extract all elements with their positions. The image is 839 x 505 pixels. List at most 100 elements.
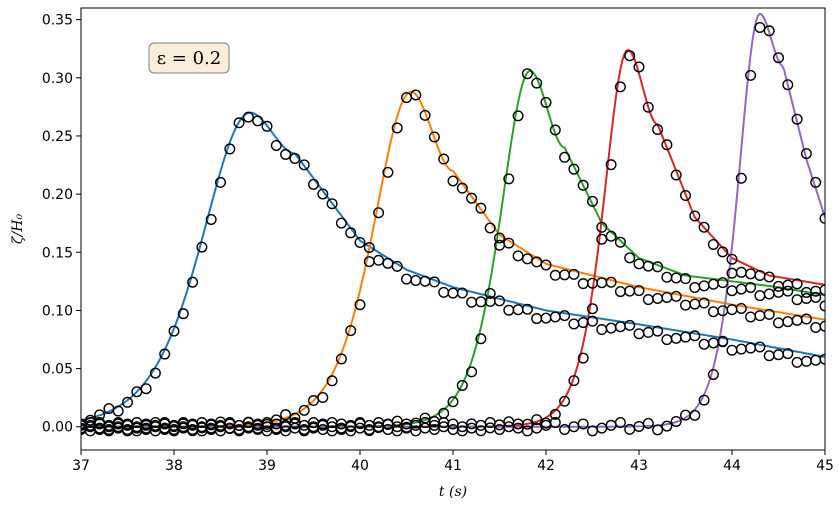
- marker-point: [577, 179, 589, 191]
- marker-point: [726, 253, 738, 265]
- marker-point: [280, 409, 292, 421]
- marker-point: [791, 113, 803, 125]
- x-tick-label: 39: [258, 458, 276, 474]
- marker-point: [680, 189, 692, 201]
- x-axis-ticks: 37 38 39 40 41 42 43 44 45: [72, 450, 834, 474]
- marker-point: [280, 148, 292, 160]
- marker-point: [745, 69, 757, 81]
- y-tick-label: 0.00: [42, 420, 73, 436]
- marker-point: [800, 313, 812, 325]
- marker-point: [726, 267, 738, 279]
- marker-point: [596, 233, 608, 245]
- marker-point: [121, 418, 133, 430]
- marker-point: [707, 368, 719, 380]
- marker-point: [494, 239, 506, 251]
- marker-point: [298, 159, 310, 171]
- marker-point: [559, 395, 571, 407]
- marker-point: [326, 375, 338, 387]
- marker-point: [373, 207, 385, 219]
- marker-point: [521, 68, 533, 80]
- marker-point: [484, 222, 496, 234]
- marker-point: [642, 417, 654, 429]
- marker-point: [614, 236, 626, 248]
- marker-point: [670, 290, 682, 302]
- marker-point: [531, 77, 543, 89]
- marker-point: [512, 110, 524, 122]
- marker-point: [661, 139, 673, 151]
- marker-point: [354, 417, 366, 429]
- y-axis-label: ζ/H₀: [10, 214, 26, 245]
- marker-point: [363, 256, 375, 268]
- marker-point: [819, 284, 825, 296]
- marker-point: [521, 303, 533, 315]
- marker-point: [456, 379, 468, 391]
- marker-point: [298, 404, 310, 416]
- marker-point: [382, 166, 394, 178]
- marker-point: [661, 420, 673, 432]
- marker-point: [149, 367, 161, 379]
- y-tick-label: 0.30: [42, 71, 73, 87]
- marker-point: [475, 333, 487, 345]
- x-tick-label: 41: [444, 458, 462, 474]
- marker-point: [735, 302, 747, 314]
- marker-point: [698, 297, 710, 309]
- marker-point: [614, 81, 626, 93]
- marker-point: [205, 214, 217, 226]
- marker-point: [698, 221, 710, 233]
- marker-point: [187, 276, 199, 288]
- y-tick-label: 0.10: [42, 303, 73, 319]
- marker-point: [540, 96, 552, 108]
- marker-point: [707, 238, 719, 250]
- marker-point: [800, 148, 812, 160]
- marker-point: [494, 232, 506, 244]
- marker-point: [587, 303, 599, 315]
- marker-point: [549, 408, 561, 420]
- marker-point: [252, 115, 264, 127]
- x-tick-label: 42: [537, 458, 555, 474]
- marker-point: [503, 173, 515, 185]
- marker-point: [484, 287, 496, 299]
- marker-point: [363, 241, 375, 253]
- marker-point: [335, 353, 347, 365]
- marker-point: [791, 278, 803, 290]
- marker-point: [698, 394, 710, 406]
- marker-point: [652, 123, 664, 135]
- marker-point: [345, 325, 357, 337]
- marker-point: [335, 217, 347, 229]
- x-tick-label: 43: [630, 458, 648, 474]
- marker-point: [568, 268, 580, 280]
- marker-point: [689, 409, 701, 421]
- marker-point: [754, 21, 766, 33]
- marker-point: [810, 291, 822, 303]
- series-line-1: [81, 111, 825, 422]
- marker-point: [317, 392, 329, 404]
- marker-point: [745, 282, 757, 294]
- marker-point: [354, 236, 366, 248]
- marker-point: [214, 176, 226, 188]
- marker-point: [605, 159, 617, 171]
- marker-point: [810, 176, 822, 188]
- marker-point: [447, 175, 459, 187]
- marker-point: [670, 169, 682, 181]
- marker-point: [782, 348, 794, 360]
- marker-point: [308, 178, 320, 190]
- marker-point: [494, 295, 506, 307]
- marker-point: [428, 276, 440, 288]
- marker-point: [466, 192, 478, 204]
- marker-point: [419, 417, 431, 429]
- marker-point: [196, 241, 208, 253]
- y-tick-label: 0.20: [42, 187, 73, 203]
- marker-point: [168, 325, 180, 337]
- marker-point: [326, 198, 338, 210]
- marker-point: [819, 300, 825, 312]
- marker-point: [633, 61, 645, 73]
- marker-point: [819, 212, 825, 224]
- marker-point: [819, 320, 825, 332]
- marker-point: [624, 319, 636, 331]
- marker-point: [289, 153, 301, 165]
- marker-point: [484, 417, 496, 429]
- marker-point: [456, 182, 468, 194]
- marker-point: [121, 396, 133, 408]
- marker-point: [559, 310, 571, 322]
- marker-point: [540, 259, 552, 271]
